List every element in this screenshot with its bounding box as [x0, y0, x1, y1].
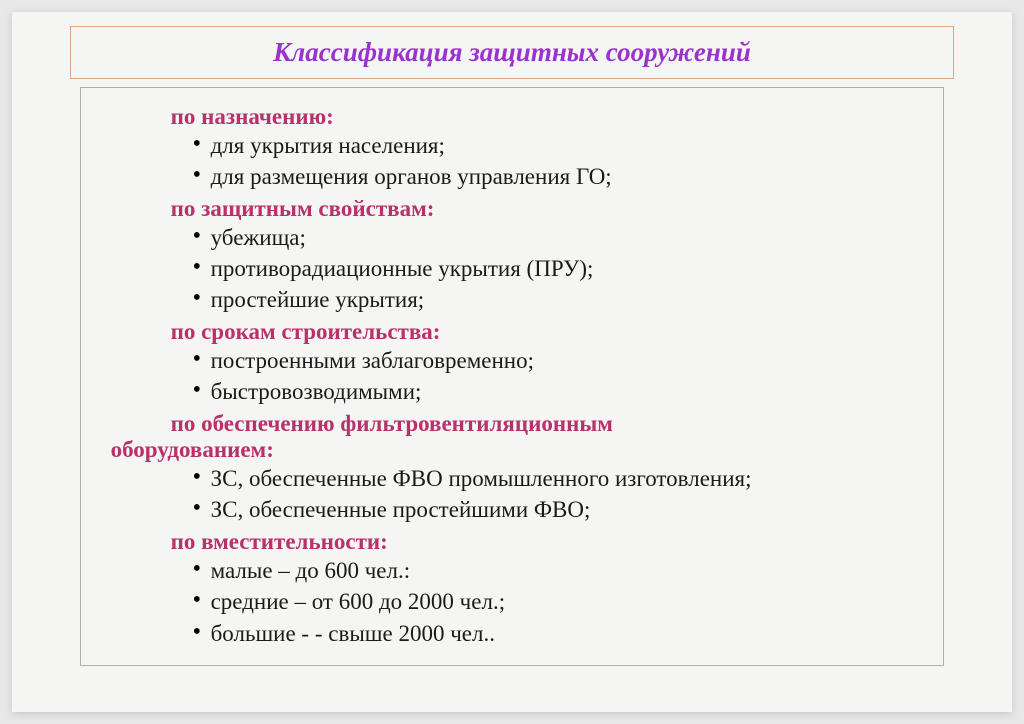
list-item: большие - - свыше 2000 чел.. — [211, 618, 914, 649]
list-item: противорадиационные укрытия (ПРУ); — [211, 253, 914, 284]
category-header: по срокам строительства: — [171, 319, 914, 345]
category-header: по защитным свойствам: — [171, 196, 914, 222]
content-box: по назначению: для укрытия населения; дл… — [80, 87, 945, 666]
list-item: построенными заблаговременно; — [211, 345, 914, 376]
list-item: для размещения органов управления ГО; — [211, 161, 914, 192]
category-header: по назначению: — [171, 104, 914, 130]
list-item: простейшие укрытия; — [211, 284, 914, 315]
list-item: ЗС, обеспеченные ФВО промышленного изгот… — [211, 463, 914, 494]
title-box: Классификация защитных сооружений — [70, 26, 954, 79]
list-item: убежища; — [211, 222, 914, 253]
slide-container: Классификация защитных сооружений по наз… — [12, 12, 1012, 712]
slide-title: Классификация защитных сооружений — [91, 37, 933, 68]
category-header-continuation: оборудованием: — [111, 437, 914, 463]
list-item: для укрытия населения; — [211, 130, 914, 161]
list-item: малые – до 600 чел.: — [211, 555, 914, 586]
category-header: по вместительности: — [171, 529, 914, 555]
list-item: быстровозводимыми; — [211, 376, 914, 407]
list-item: ЗС, обеспеченные простейшими ФВО; — [211, 494, 914, 525]
category-header: по обеспечению фильтровентиляционным — [171, 411, 914, 437]
list-item: средние – от 600 до 2000 чел.; — [211, 586, 914, 617]
